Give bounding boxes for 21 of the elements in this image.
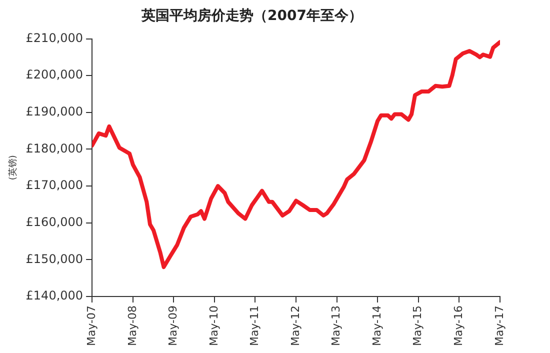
x-tick-label: May-07 [84, 305, 98, 346]
x-tick-label: May-17 [492, 305, 506, 346]
y-tick-label: £150,000 [26, 252, 84, 266]
x-tick-label: May-13 [330, 305, 343, 346]
y-tick-label: £170,000 [26, 178, 84, 192]
x-tick-label: May-08 [126, 305, 139, 346]
y-axis-title: (英镑) [8, 155, 19, 180]
y-tick-label: £140,000 [26, 288, 84, 303]
y-tick-label: £200,000 [26, 68, 84, 82]
x-tick-label: May-14 [370, 305, 384, 346]
chart-title: 英国平均房价走势（2007年至今） [140, 7, 362, 24]
x-tick-label: May-16 [452, 305, 466, 346]
x-tick-label: May-10 [207, 305, 220, 346]
x-tick-label: May-09 [166, 305, 180, 346]
x-tick-label: May-11 [248, 305, 262, 346]
y-tick-label: £160,000 [26, 214, 84, 229]
x-tick-label: May-15 [411, 305, 424, 346]
y-tick-label: £180,000 [26, 141, 84, 156]
y-tick-label: £190,000 [26, 104, 84, 119]
y-tick-label: £210,000 [26, 30, 84, 45]
x-tick-label: May-12 [288, 305, 302, 346]
